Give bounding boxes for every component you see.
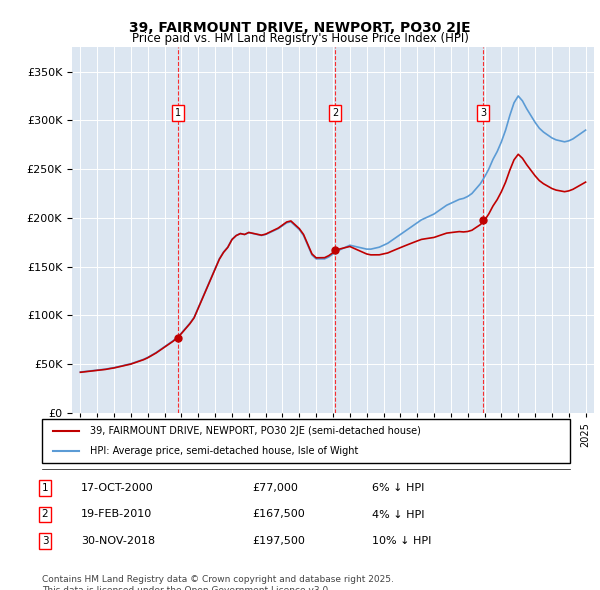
Text: HPI: Average price, semi-detached house, Isle of Wight: HPI: Average price, semi-detached house,… — [89, 446, 358, 455]
Text: Contains HM Land Registry data © Crown copyright and database right 2025.
This d: Contains HM Land Registry data © Crown c… — [42, 575, 394, 590]
Text: 17-OCT-2000: 17-OCT-2000 — [81, 483, 154, 493]
Text: £167,500: £167,500 — [252, 510, 305, 519]
Text: £197,500: £197,500 — [252, 536, 305, 546]
Text: 4% ↓ HPI: 4% ↓ HPI — [372, 510, 425, 519]
Text: 3: 3 — [480, 108, 486, 118]
Text: 39, FAIRMOUNT DRIVE, NEWPORT, PO30 2JE (semi-detached house): 39, FAIRMOUNT DRIVE, NEWPORT, PO30 2JE (… — [89, 427, 421, 436]
Text: 6% ↓ HPI: 6% ↓ HPI — [372, 483, 424, 493]
Text: 19-FEB-2010: 19-FEB-2010 — [81, 510, 152, 519]
Text: Price paid vs. HM Land Registry's House Price Index (HPI): Price paid vs. HM Land Registry's House … — [131, 32, 469, 45]
Text: 10% ↓ HPI: 10% ↓ HPI — [372, 536, 431, 546]
Text: 3: 3 — [41, 536, 49, 546]
Text: 1: 1 — [175, 108, 181, 118]
FancyBboxPatch shape — [42, 419, 570, 463]
Text: 39, FAIRMOUNT DRIVE, NEWPORT, PO30 2JE: 39, FAIRMOUNT DRIVE, NEWPORT, PO30 2JE — [129, 21, 471, 35]
Text: £77,000: £77,000 — [252, 483, 298, 493]
Text: 2: 2 — [41, 510, 49, 519]
Text: 2: 2 — [332, 108, 338, 118]
Text: 1: 1 — [41, 483, 49, 493]
Text: 30-NOV-2018: 30-NOV-2018 — [81, 536, 155, 546]
